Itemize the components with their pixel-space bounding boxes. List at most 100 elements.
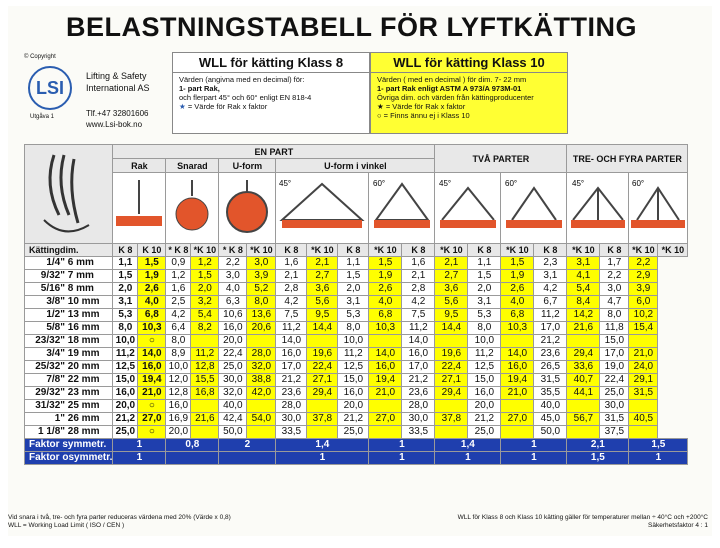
klass8-line: och flerpart 45° och 60° enligt EN 818-4 [179,93,312,102]
k10-header: *K 10 [190,243,220,257]
factor-value: 1,5 [566,451,630,465]
dimension-cell: 3/4" 19 mm [23,347,114,361]
k10-value-cell [500,425,535,439]
k10-value-cell: 1,9 [137,269,167,283]
star-icon: ★ [377,102,386,111]
k8-value-cell: 16,0 [401,347,436,361]
k8-value-cell: 2,0 [112,282,139,296]
company-name-1: Lifting & Safety [86,71,147,81]
dim-inch: 3/8" [46,296,65,308]
factor-label: Faktor osymmetr. [23,451,114,465]
k10-value-cell [566,425,601,439]
group-en-part: EN PART [112,143,436,160]
k8-value-cell: 15,0 [112,373,139,387]
load-table-card: BELASTNINGSTABELL FÖR LYFTKÄTTING © Copy… [8,6,712,536]
k10-value-cell: 2,2 [628,256,659,270]
company-info: Lifting & Safety International AS Tlf.+4… [86,70,150,130]
k8-value-cell: 4,2 [401,295,436,309]
dim-inch: 9/32" [40,270,65,282]
k10-value-cell [368,425,403,439]
k8-header: * K 8 [165,243,192,257]
footer-right: WLL för Klass 8 och Klass 10 kätting gäl… [458,514,708,530]
k10-value-cell: 6,8 [137,308,167,322]
snarad-diagram [165,172,220,244]
k10-value-cell [368,399,403,413]
k10-value-cell: 10,3 [500,321,535,335]
k10-header: *K 10 [628,243,659,257]
dim-inch: 31/32" [35,400,65,412]
dim-mm: 7 mm [67,270,94,282]
k8-value-cell: 22,4 [599,373,630,387]
klass10-line: Värden ( med en decimal ) för dim. 7- 22… [377,75,527,84]
k10-value-cell: 27,1 [434,373,469,387]
group-tre-fyra-parter: TRE- OCH FYRA PARTER [566,143,689,174]
k8-value-cell: 50,0 [533,425,568,439]
column-header-row: Kättingdim. K 8 K 10 * K 8 *K 10 * K 8 *… [23,243,689,257]
dimension-cell: 5/16" 8 mm [23,282,114,296]
klass8-heading: WLL för kätting Klass 8 [173,53,369,73]
factor-value: 2 [218,438,277,452]
k8-value-cell: 23,6 [401,386,436,400]
k8-value-cell: 2,3 [533,256,568,270]
k10-value-cell: 10,2 [628,308,659,322]
dim-mm: 22 mm [67,374,100,386]
k10-value-cell: 22,4 [306,360,339,374]
tre-60-icon: 60° [631,179,686,229]
k10-value-cell: 6,0 [628,295,659,309]
k8-value-cell: 1,6 [401,256,436,270]
factor-value: 1,4 [275,438,370,452]
company-name-2: International AS [86,83,150,93]
k10-value-cell: 40,5 [628,412,659,426]
k10-value-cell: 42,0 [246,386,277,400]
rak-diagram [112,172,167,244]
dim-header: Kättingdim. [23,243,114,257]
k10-value-cell: 1,5 [368,256,403,270]
k10-value-cell [434,425,469,439]
k10-value-cell: 14,0 [137,347,167,361]
factor-value: 1 [275,451,370,465]
k8-value-cell: 30,0 [401,412,436,426]
k10-value-cell [434,334,469,348]
k8-value-cell: 28,0 [275,399,308,413]
k8-value-cell: 3,1 [112,295,139,309]
dimension-cell: 1" 26 mm [23,412,114,426]
k10-value-cell: 11,2 [190,347,220,361]
dim-mm: 13 mm [67,309,100,321]
k8-value-cell: 21,2 [467,412,502,426]
k10-value-cell: 2,7 [306,269,339,283]
k10-value-cell: 29,4 [434,386,469,400]
k10-value-cell: 21,0 [137,386,167,400]
k10-value-cell: 27,1 [306,373,339,387]
k10-value-cell: 21,0 [628,347,659,361]
klass10-line: 1- part Rak enligt ASTM A 973/A 973M-01 [377,84,522,93]
k10-value-cell: 14,0 [500,347,535,361]
k10-value-cell: 4,0 [137,295,167,309]
k8-value-cell: 2,5 [165,295,192,309]
logo: © Copyright LSI Utgåva 1 [24,54,84,126]
k10-value-cell: 3,2 [190,295,220,309]
footer-note: WLL = Working Load Limit ( ISO / CEN ) [8,522,125,529]
k10-value-cell: 21,6 [566,321,601,335]
rak-sling-icon [116,180,163,227]
dim-inch: 1" [54,413,65,425]
k8-value-cell: 5,3 [467,308,502,322]
k8-value-cell: 1,5 [467,269,502,283]
k10-header: *K 10 [306,243,339,257]
subgroup-u-form: U-form [218,158,277,174]
k8-value-cell: 11,2 [467,347,502,361]
k8-value-cell: 11,8 [599,321,630,335]
k8-value-cell: 8,0 [165,334,192,348]
k10-value-cell: 15,5 [190,373,220,387]
k10-value-cell [628,425,659,439]
factor-value: 1,4 [434,438,502,452]
k10-value-cell: 5,4 [566,282,601,296]
table-row: 1/4" 6 mm 1,1 1,5 0,9 1,2 2,2 3,0 1,6 2,1 1,1 1,5 1… [23,256,688,270]
k10-value-cell [628,334,659,348]
k8-value-cell: 11,2 [337,347,370,361]
k8-value-cell: 35,5 [533,386,568,400]
k10-header: K 10 [137,243,167,257]
k10-value-cell: 2,0 [190,282,220,296]
dim-inch: 1/4" [46,257,65,269]
k8-value-cell: 2,0 [337,282,370,296]
k8-value-cell: 21,2 [401,373,436,387]
